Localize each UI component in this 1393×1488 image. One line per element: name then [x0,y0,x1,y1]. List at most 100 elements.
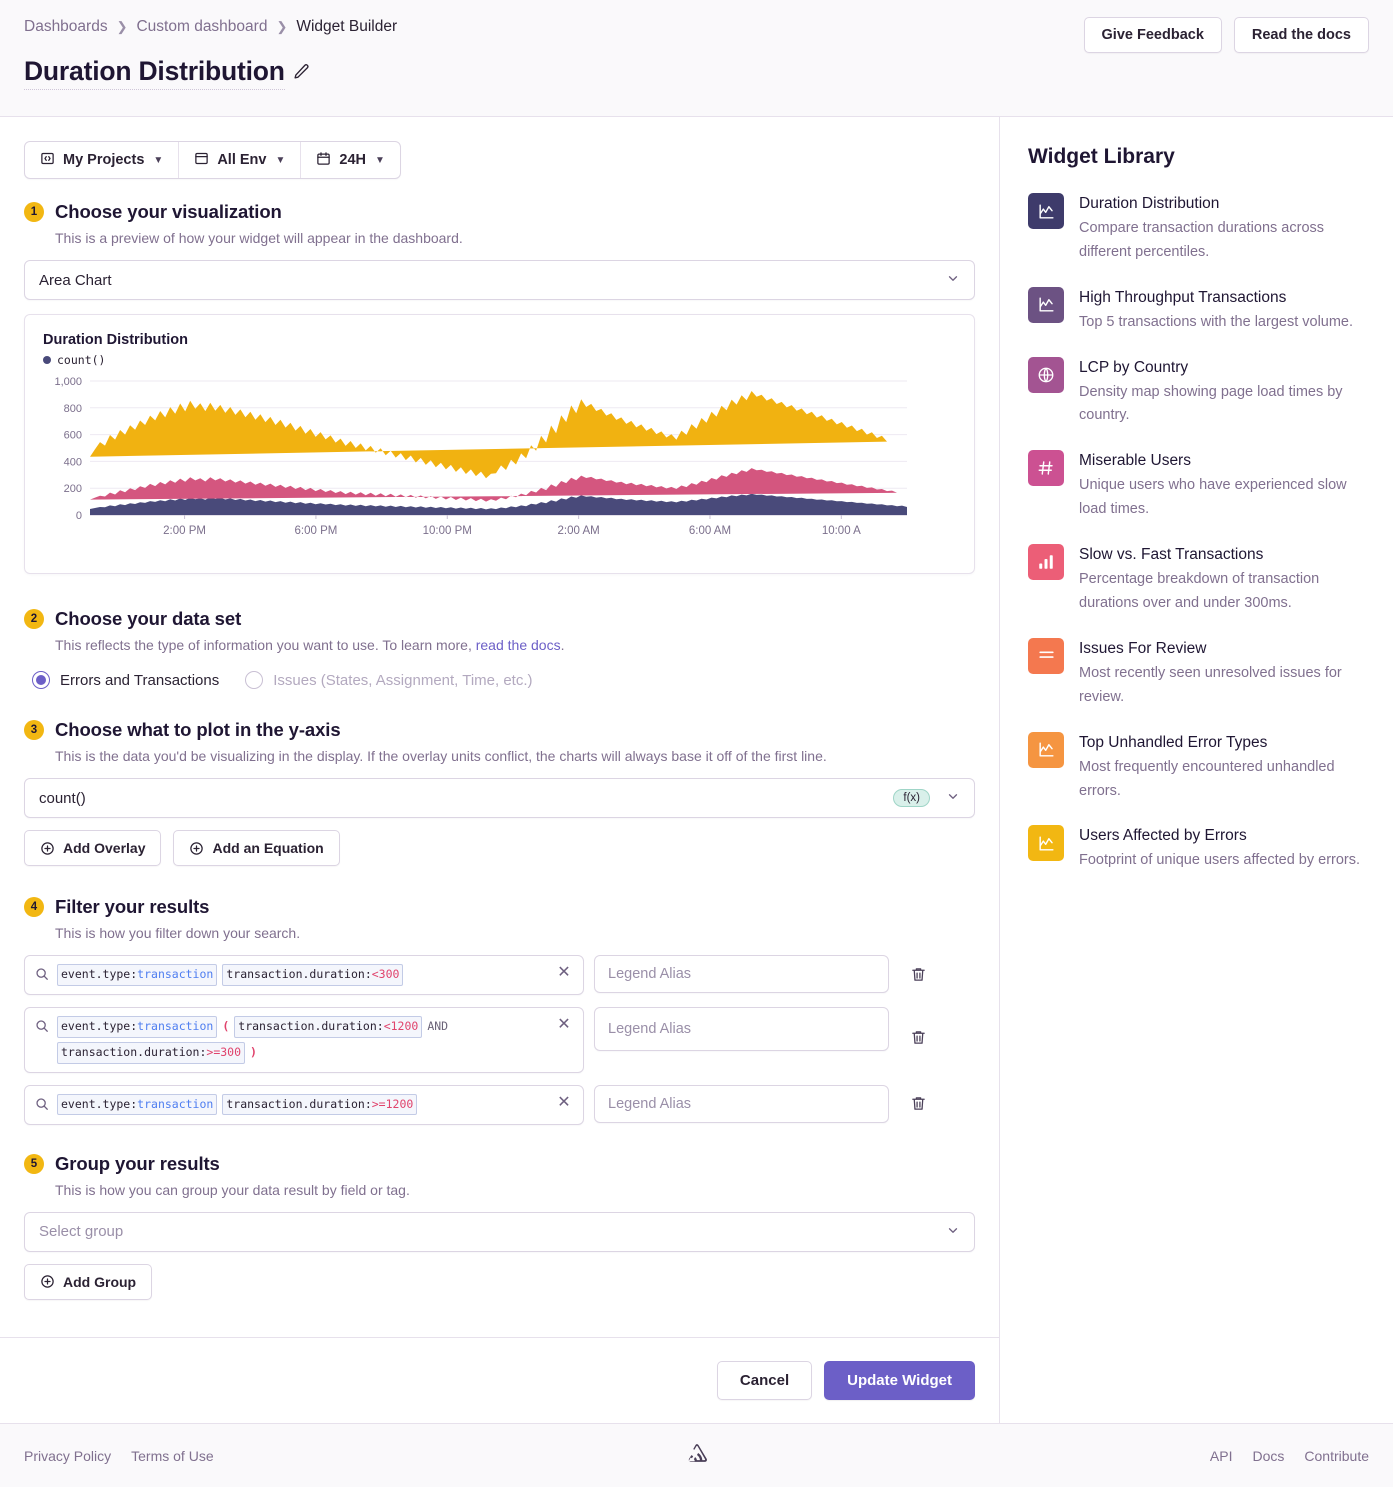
filter-row: event.type:transaction transaction.durati… [24,955,975,995]
footer-link-docs[interactable]: Docs [1252,1447,1285,1464]
add-group-label: Add Group [63,1273,137,1290]
clear-query-button[interactable]: ✕ [557,964,571,981]
group-select-placeholder: Select group [39,1223,124,1241]
search-token[interactable]: event.type:transaction [57,964,218,986]
filter-query-input[interactable]: event.type:transaction (transaction.durat… [24,1007,584,1073]
svg-text:6:00 PM: 6:00 PM [295,525,338,537]
visualization-type-select[interactable]: Area Chart [24,260,975,300]
legend-alias-placeholder: Legend Alias [608,1095,692,1112]
page-footer: Privacy Policy Terms of Use API Docs Con… [0,1423,1393,1487]
footer-link-api[interactable]: API [1209,1447,1233,1464]
add-equation-button[interactable]: Add an Equation [173,830,340,866]
widget-library-item-name: Users Affected by Errors [1079,827,1247,845]
widget-library-item[interactable]: Duration Distribution Compare transaction… [1028,193,1365,265]
legend-alias-input[interactable]: Legend Alias [594,1084,889,1123]
body: My Projects ▼ All Env ▼ 24H ▼ [0,117,1393,1423]
visualization-type-value: Area Chart [39,271,112,289]
widget-library-item-text: Top Unhandled Error Types Most frequently… [1079,732,1365,804]
clear-query-button[interactable]: ✕ [557,1093,571,1111]
legend-alias-input[interactable]: Legend Alias [594,1007,889,1051]
search-token[interactable]: transaction.duration:<1200 [234,1016,423,1038]
widget-library-item-name: LCP by Country [1079,358,1189,376]
step-4-header: 4 Filter your results [24,896,975,918]
svg-text:2:00 PM: 2:00 PM [163,525,206,537]
update-widget-button[interactable]: Update Widget [824,1361,975,1400]
search-token[interactable]: transaction.duration:>=300 [57,1041,246,1064]
step-4-title: Filter your results [55,896,210,917]
cancel-button[interactable]: Cancel [716,1361,813,1400]
chart-title: Duration Distribution [43,332,188,348]
radio-icon[interactable] [245,671,264,689]
filter-query-input[interactable]: event.type:transaction transaction.durati… [24,1084,584,1125]
widget-library-item-name: Issues For Review [1079,639,1207,657]
hash-icon [1028,450,1064,487]
clear-query-button[interactable]: ✕ [557,1016,571,1033]
step-3-header: 3 Choose what to plot in the y-axis [24,719,975,741]
widget-library-item[interactable]: Issues For Review Most recently seen unre… [1028,637,1365,710]
search-token[interactable]: transaction.duration:<300 [222,964,404,986]
chart-legend: count() [43,353,956,367]
footer-link-terms-of-use[interactable]: Terms of Use [131,1447,214,1464]
widget-library-item-description: Compare transaction durations across dif… [1079,219,1325,260]
chart-plot-area[interactable]: 0 200 400 600 800 1,000 2:00 PM 6:00 PM 10:00 PM… [43,375,956,545]
dataset-option-errors-transactions[interactable]: Errors and Transactions [32,671,219,689]
query-tokens: event.type:transaction transaction.durati… [57,964,439,986]
read-the-docs-link[interactable]: read the docs [475,637,561,653]
add-overlay-button[interactable]: Add Overlay [24,830,162,866]
step-filter: 4 Filter your results This is how you fi… [24,896,975,1125]
filter-rows: event.type:transaction transaction.durati… [24,955,975,1125]
project-selector[interactable]: My Projects ▼ [25,142,178,178]
legend-color-swatch [43,356,51,364]
search-token[interactable]: event.type:transaction [57,1093,218,1116]
radio-icon[interactable] [32,671,50,689]
widget-library-item-text: Duration Distribution Compare transaction… [1079,193,1365,265]
legend-alias-input[interactable]: Legend Alias [594,955,889,993]
step-1-description: This is a preview of how your widget wil… [55,230,463,246]
legend-alias-placeholder: Legend Alias [608,1021,692,1037]
widget-library-item[interactable]: LCP by Country Density map showing page l… [1028,356,1365,429]
step-number-4: 4 [24,897,44,917]
breadcrumb-dashboards[interactable]: Dashboards [24,18,108,35]
delete-filter-button[interactable] [907,1085,929,1123]
widget-library-item-text: Issues For Review Most recently seen unre… [1079,638,1365,710]
chevron-right-icon: ❯ [276,19,288,34]
read-the-docs-button[interactable]: Read the docs [1233,17,1369,53]
step-1-header: 1 Choose your visualization [24,201,975,223]
group-select[interactable]: Select group [24,1211,975,1252]
breadcrumb-custom-dashboard[interactable]: Custom dashboard [136,18,268,35]
give-feedback-button[interactable]: Give Feedback [1083,17,1222,53]
widget-library-item[interactable]: Slow vs. Fast Transactions Percentage bre… [1028,544,1365,616]
widget-library-item[interactable]: Miserable Users Unique users who have exp… [1028,450,1365,522]
chevron-down-icon [946,1223,960,1240]
chevron-right-icon: ❯ [116,19,128,34]
search-token[interactable]: event.type:transaction [57,1016,218,1038]
svg-text:1,000: 1,000 [54,376,82,388]
delete-filter-button[interactable] [907,955,929,993]
step-5-description: This is how you can group your data resu… [55,1181,410,1198]
pencil-icon[interactable] [293,63,310,84]
filter-query-input[interactable]: event.type:transaction transaction.durati… [24,955,584,995]
fx-badge[interactable]: f(x) [893,789,930,807]
chevron-down-icon[interactable] [946,790,960,807]
footer-link-contribute[interactable]: Contribute [1304,1447,1369,1464]
step-2-description-suffix: . [560,637,565,653]
time-range-selector[interactable]: 24H ▼ [300,142,400,178]
svg-text:600: 600 [64,430,82,442]
step-group: 5 Group your results This is how you can… [24,1153,975,1300]
widget-library-item-text: Slow vs. Fast Transactions Percentage bre… [1079,544,1365,616]
widget-library-item[interactable]: Users Affected by Errors Footprint of uni… [1028,825,1365,873]
widget-library-item-description: Percentage breakdown of transaction dura… [1079,571,1320,611]
environment-selector[interactable]: All Env ▼ [178,142,300,178]
svg-text:400: 400 [64,456,82,468]
add-group-button[interactable]: Add Group [24,1263,153,1300]
yaxis-field[interactable]: count() f(x) [24,778,975,818]
dataset-option-issues[interactable]: Issues (States, Assignment, Time, etc.) [245,671,533,689]
step-number-1: 1 [24,202,44,222]
widget-library-item[interactable]: Top Unhandled Error Types Most frequently… [1028,731,1365,804]
yaxis-value: count() [39,789,86,807]
delete-filter-button[interactable] [907,1007,929,1067]
footer-link-privacy-policy[interactable]: Privacy Policy [24,1447,112,1464]
widget-library-item[interactable]: High Throughput Transactions Top 5 transa… [1028,286,1365,335]
page-title-row: Duration Distribution [24,56,1369,90]
search-token[interactable]: transaction.duration:>=1200 [222,1093,418,1116]
